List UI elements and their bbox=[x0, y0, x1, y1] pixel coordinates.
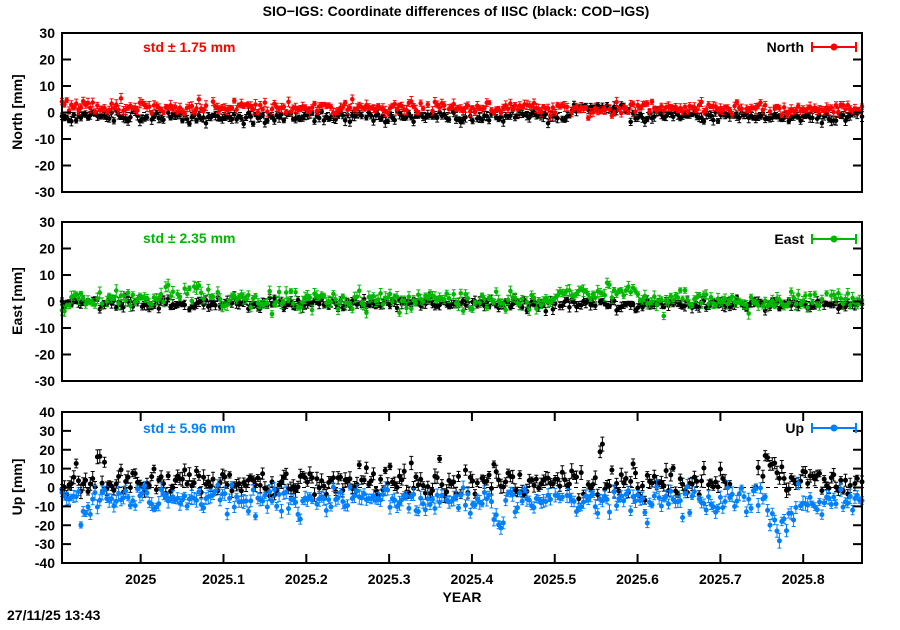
svg-text:30: 30 bbox=[39, 214, 55, 230]
x-axis-label: YEAR bbox=[442, 589, 482, 605]
east-axis-label: East [mm] bbox=[9, 267, 25, 335]
up-legend-symbol-icon bbox=[830, 424, 838, 432]
svg-text:-10: -10 bbox=[35, 320, 55, 336]
north-axis-label: North [mm] bbox=[9, 74, 25, 150]
svg-text:10: 10 bbox=[39, 78, 55, 94]
east-legend-label: East bbox=[774, 231, 804, 247]
svg-text:10: 10 bbox=[39, 267, 55, 283]
svg-text:-20: -20 bbox=[35, 158, 55, 174]
chart-title: SIO−IGS: Coordinate differences of IISC … bbox=[262, 3, 650, 19]
svg-text:0: 0 bbox=[47, 294, 55, 310]
up-legend-label: Up bbox=[785, 420, 804, 436]
svg-text:-30: -30 bbox=[35, 373, 55, 389]
svg-text:-30: -30 bbox=[35, 184, 55, 200]
north-legend-symbol-icon bbox=[830, 43, 838, 51]
svg-text:2025: 2025 bbox=[125, 571, 156, 587]
svg-text:2025.5: 2025.5 bbox=[533, 571, 576, 587]
svg-text:-10: -10 bbox=[35, 498, 55, 514]
svg-text:-40: -40 bbox=[35, 555, 55, 571]
svg-text:0: 0 bbox=[47, 105, 55, 121]
north-std-label: std ± 1.75 mm bbox=[143, 39, 236, 55]
svg-text:2025.2: 2025.2 bbox=[285, 571, 328, 587]
up-axis-label: Up [mm] bbox=[9, 458, 25, 516]
svg-text:20: 20 bbox=[39, 52, 55, 68]
east-legend-symbol-icon bbox=[830, 235, 838, 243]
svg-text:-20: -20 bbox=[35, 347, 55, 363]
svg-text:20: 20 bbox=[39, 241, 55, 257]
svg-text:10: 10 bbox=[39, 461, 55, 477]
svg-text:-30: -30 bbox=[35, 536, 55, 552]
svg-text:2025.6: 2025.6 bbox=[616, 571, 659, 587]
svg-text:40: 40 bbox=[39, 404, 55, 420]
svg-text:2025.1: 2025.1 bbox=[202, 571, 245, 587]
svg-text:30: 30 bbox=[39, 25, 55, 41]
svg-text:0: 0 bbox=[47, 480, 55, 496]
svg-text:-10: -10 bbox=[35, 131, 55, 147]
east-std-label: std ± 2.35 mm bbox=[143, 230, 236, 246]
svg-text:20: 20 bbox=[39, 442, 55, 458]
svg-text:2025.8: 2025.8 bbox=[782, 571, 825, 587]
north-legend-label: North bbox=[766, 39, 804, 55]
svg-text:2025.4: 2025.4 bbox=[451, 571, 494, 587]
timestamp: 27/11/25 13:43 bbox=[7, 607, 101, 623]
svg-text:-20: -20 bbox=[35, 517, 55, 533]
svg-text:30: 30 bbox=[39, 423, 55, 439]
svg-text:2025.7: 2025.7 bbox=[699, 571, 742, 587]
svg-text:2025.3: 2025.3 bbox=[368, 571, 411, 587]
up-std-label: std ± 5.96 mm bbox=[143, 420, 236, 436]
